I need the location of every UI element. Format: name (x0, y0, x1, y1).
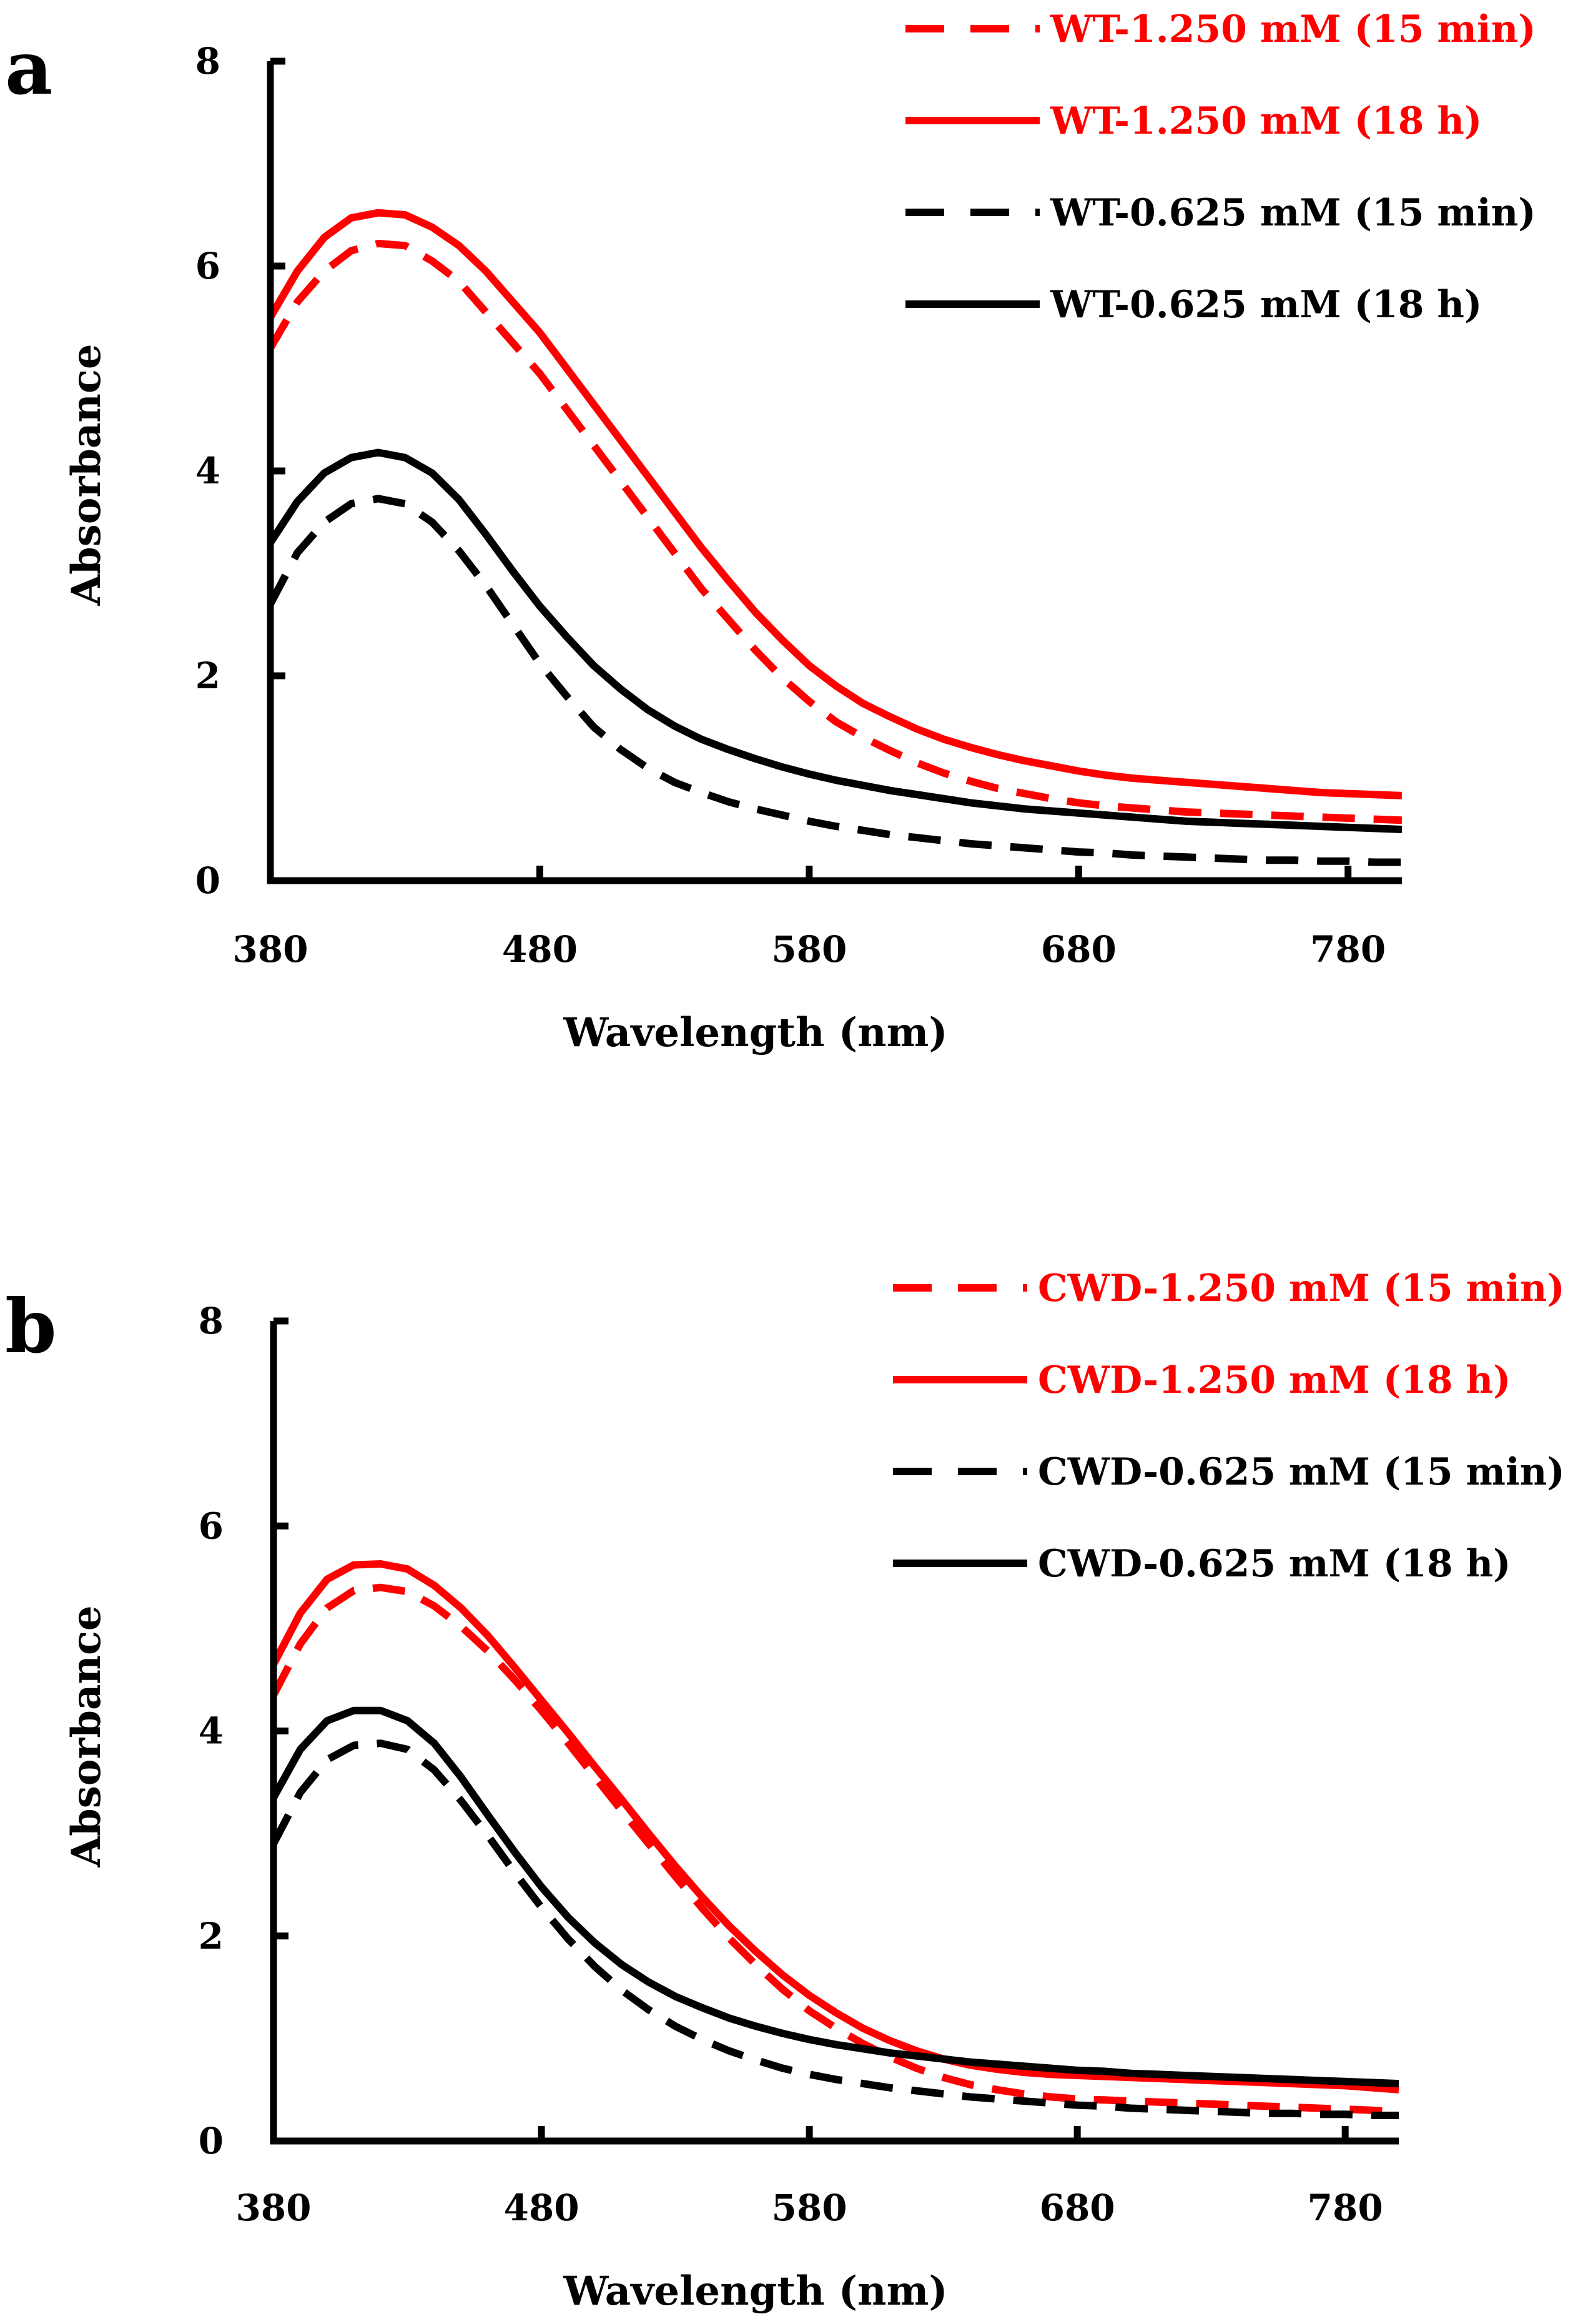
panel-b-series-line-2 (270, 1560, 1399, 2094)
panel-b-y-tick-label: 4 (199, 1710, 224, 1753)
panel-a-series-line-1 (267, 239, 1403, 824)
panel-b-y-tick-label: 8 (199, 1300, 224, 1342)
panel-a-series-line-2 (267, 209, 1403, 799)
panel-b-x-tick-label: 780 (1308, 2187, 1383, 2229)
panel-a-legend-label-4: WT-0.625 mM (18 h) (1050, 283, 1482, 327)
panel-b: b Absorbance Wavelength (nm) 380 480 580 68… (5, 1267, 1565, 2315)
panel-a-legend-label-1: WT-1.250 mM (15 min) (1050, 7, 1536, 51)
panel-a-legend-label-2: WT-1.250 mM (18 h) (1050, 99, 1482, 143)
panel-b-x-tick-label: 480 (504, 2187, 579, 2229)
panel-a-x-tick-label: 480 (502, 928, 578, 971)
panel-a-y-tick-label: 6 (195, 245, 220, 287)
panel-b-series-line-1 (270, 1583, 1399, 2116)
panel-a-legend-label-3: WT-0.625 mM (15 min) (1050, 191, 1536, 235)
panel-b-series-line-3 (270, 1739, 1399, 2119)
panel-a-y-axis-title: Absorbance (63, 344, 110, 606)
panel-a-y-tick-label: 2 (195, 655, 220, 697)
panel-b-y-tick-label: 2 (199, 1915, 224, 1957)
panel-b-legend-label-1: CWD-1.250 mM (15 min) (1038, 1267, 1565, 1310)
panel-a-y-tick-label: 8 (195, 40, 220, 82)
panel-a-y-ticks: 0 2 4 6 8 (195, 40, 285, 902)
panel-b-legend: CWD-1.250 mM (15 min) CWD-1.250 mM (18 h)… (893, 1267, 1565, 1586)
panel-a-axes (267, 61, 1402, 884)
panel-b-axes (270, 1321, 1399, 2145)
panel-a-label: a (5, 24, 52, 111)
panel-a-series-line-4 (267, 448, 1403, 833)
panel-a: a Absorbance Wavelength (nm) 380 480 580 68… (5, 7, 1536, 1056)
panel-b-legend-label-3: CWD-0.625 mM (15 min) (1038, 1450, 1565, 1494)
panel-a-legend: WT-1.250 mM (15 min) WT-1.250 mM (18 h) WT… (905, 7, 1536, 327)
panel-a-x-axis-title: Wavelength (nm) (563, 1009, 947, 1056)
panel-b-legend-label-2: CWD-1.250 mM (18 h) (1038, 1358, 1511, 1402)
panel-a-y-tick-label: 4 (195, 450, 220, 492)
panel-b-x-tick-label: 380 (235, 2187, 311, 2229)
panel-a-series-line-3 (267, 495, 1402, 866)
panel-b-legend-label-4: CWD-0.625 mM (18 h) (1038, 1542, 1511, 1586)
panel-b-x-tick-label: 580 (772, 2187, 847, 2229)
panel-a-x-tick-label: 580 (771, 928, 847, 971)
panel-b-x-tick-label: 680 (1040, 2187, 1115, 2229)
panel-a-series (267, 209, 1403, 866)
panel-b-y-tick-label: 6 (199, 1505, 224, 1547)
panel-b-series-line-4 (270, 1706, 1399, 2088)
panel-b-label: b (5, 1283, 57, 1370)
panel-a-x-tick-label: 780 (1310, 928, 1386, 971)
panel-a-y-tick-label: 0 (195, 859, 220, 902)
panel-b-y-tick-label: 0 (199, 2120, 224, 2162)
panel-a-x-ticks: 380 480 580 680 780 (232, 866, 1386, 971)
panel-b-y-axis-title: Absorbance (63, 1605, 110, 1867)
panel-b-series (270, 1560, 1399, 2119)
panel-a-x-tick-label: 680 (1041, 928, 1117, 971)
panel-b-x-axis-title: Wavelength (nm) (563, 2268, 947, 2315)
panel-a-x-tick-label: 380 (232, 928, 308, 971)
